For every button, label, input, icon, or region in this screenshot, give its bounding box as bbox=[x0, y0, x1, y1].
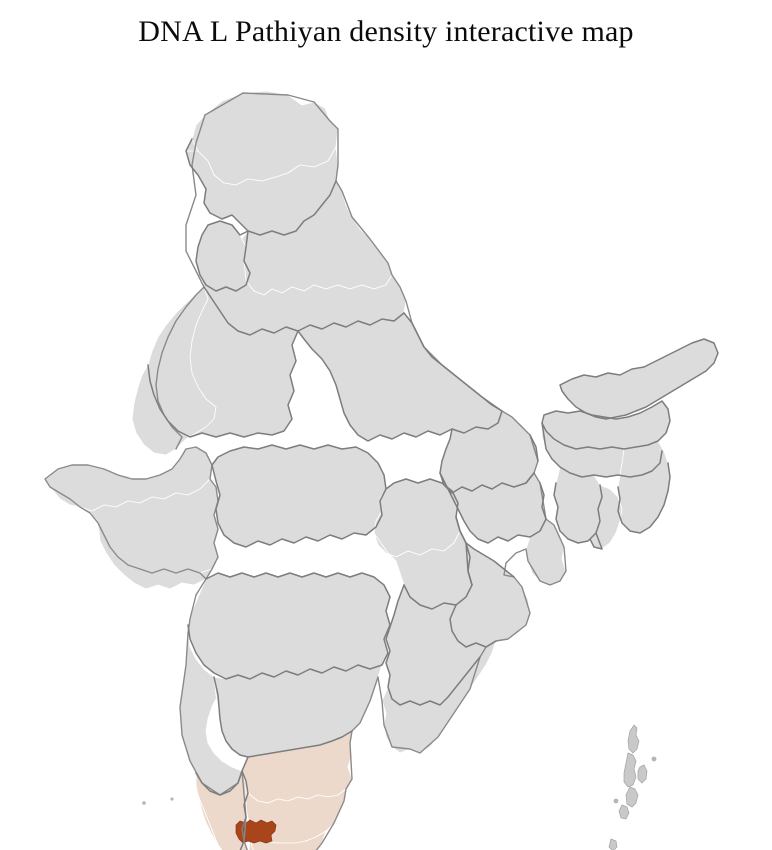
page-title: DNA L Pathiyan density interactive map bbox=[138, 15, 634, 48]
region-central-india[interactable] bbox=[211, 444, 473, 610]
region-gangetic-plain[interactable] bbox=[297, 312, 567, 586]
region-north-india[interactable] bbox=[195, 180, 407, 336]
region-northeast[interactable] bbox=[541, 338, 719, 550]
lakshadweep-islands[interactable] bbox=[142, 797, 174, 850]
region-gujarat[interactable] bbox=[44, 286, 219, 590]
india-map[interactable] bbox=[0, 55, 772, 850]
boundaries-overlay bbox=[44, 92, 719, 850]
region-deccan[interactable] bbox=[179, 572, 391, 796]
andaman-nicobar-islands[interactable] bbox=[608, 724, 657, 850]
region-jammu-kashmir[interactable] bbox=[185, 90, 339, 236]
